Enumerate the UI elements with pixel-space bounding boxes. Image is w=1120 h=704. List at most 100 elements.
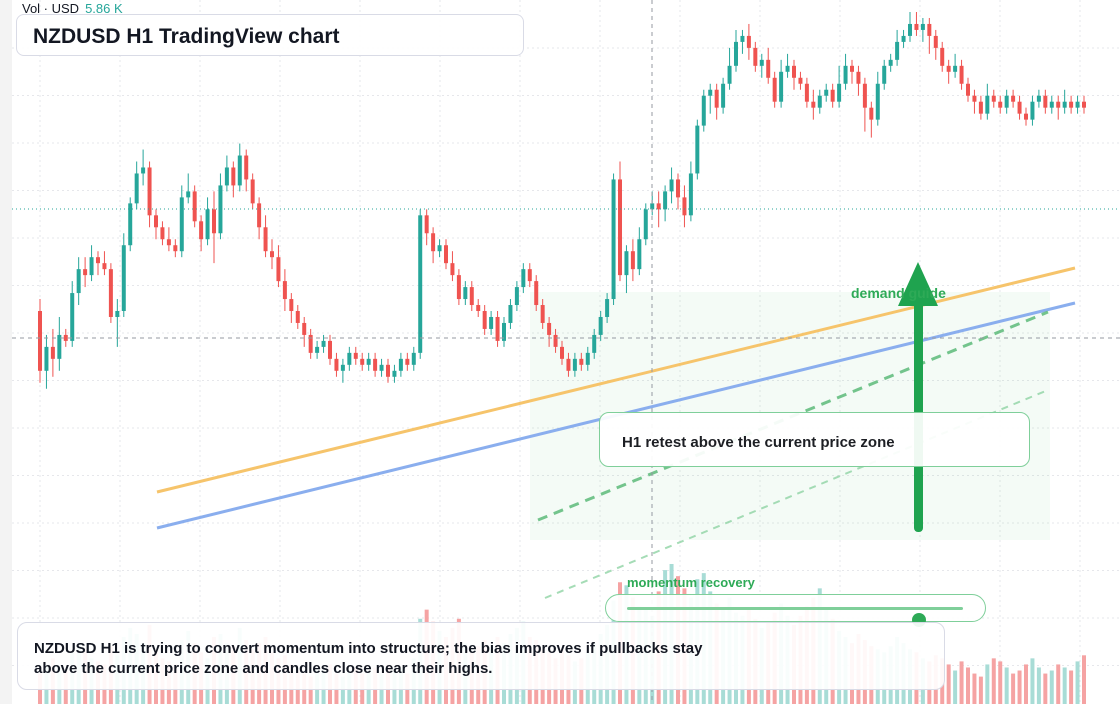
candle-body	[804, 83, 809, 102]
candle-body	[888, 59, 893, 66]
candle	[179, 185, 184, 258]
candle	[1011, 89, 1016, 108]
candle	[901, 29, 906, 48]
candle	[798, 71, 803, 90]
candle	[779, 59, 784, 108]
candle	[244, 149, 249, 192]
candle-body	[695, 125, 700, 174]
candle	[527, 263, 532, 288]
candle	[1036, 89, 1041, 108]
candle	[978, 95, 983, 120]
candle-body	[373, 358, 378, 371]
candle-body	[572, 358, 577, 371]
candle-body	[366, 358, 371, 365]
candle	[489, 311, 494, 335]
title-panel: NZDUSD H1 TradingView chart	[16, 14, 524, 56]
candle-body	[837, 83, 842, 102]
candle-body	[469, 287, 474, 306]
candle-body	[927, 23, 932, 36]
candle	[83, 257, 88, 288]
candle-body	[1017, 101, 1022, 114]
candle	[585, 346, 590, 371]
candle-body	[334, 358, 339, 371]
candle	[392, 364, 397, 383]
candle-body	[70, 293, 75, 341]
candle	[495, 311, 500, 347]
candle	[431, 227, 436, 264]
candle-body	[940, 47, 945, 66]
candle	[218, 173, 223, 240]
candle-body	[585, 352, 590, 365]
momentum-slider[interactable]	[605, 594, 986, 627]
momentum-slider-track[interactable]	[627, 607, 963, 627]
candle	[295, 305, 300, 329]
candle	[456, 269, 461, 306]
candle-body	[108, 269, 113, 317]
volume-bar	[985, 664, 990, 704]
candle-body	[418, 215, 423, 353]
candle	[817, 89, 822, 114]
candle	[792, 59, 796, 90]
candle	[701, 89, 706, 132]
candle	[856, 65, 861, 96]
candle	[695, 119, 700, 180]
candle	[804, 77, 809, 108]
candle-body	[1062, 101, 1067, 108]
candle-body	[766, 59, 771, 78]
candle-body	[978, 101, 983, 114]
candle	[991, 89, 996, 108]
volume-bar	[1049, 670, 1054, 704]
candle	[888, 53, 893, 72]
candle	[405, 352, 410, 371]
candle	[1043, 89, 1048, 114]
candle	[837, 65, 842, 108]
candle-body	[1011, 95, 1016, 102]
candle-body	[991, 95, 996, 102]
candle	[998, 95, 1003, 114]
candle-body	[121, 245, 126, 311]
volume-bar	[966, 667, 970, 704]
candle	[282, 269, 287, 311]
candle-body	[282, 281, 287, 300]
candle	[50, 328, 55, 377]
candle-body	[431, 233, 436, 252]
candle	[592, 328, 597, 359]
candle	[611, 173, 616, 306]
candle-body	[444, 245, 448, 264]
candle	[908, 12, 912, 42]
candle-body	[328, 340, 332, 359]
candle	[972, 89, 977, 114]
candle-body	[360, 358, 365, 365]
candle-body	[753, 47, 758, 66]
candle	[57, 316, 62, 371]
candle-body	[1036, 95, 1041, 102]
candle	[759, 53, 764, 78]
candle	[476, 299, 481, 317]
candle-body	[553, 334, 558, 347]
candle	[482, 305, 487, 335]
candle-body	[270, 251, 274, 258]
candle-body	[405, 358, 410, 365]
candle-body	[618, 179, 622, 276]
candle	[933, 29, 938, 60]
volume-bar	[1024, 664, 1028, 704]
candle-body	[998, 101, 1003, 108]
candle-body	[850, 65, 854, 72]
candle-body	[901, 35, 906, 42]
candle-body	[353, 352, 358, 359]
candle	[199, 215, 204, 252]
candle	[424, 209, 429, 246]
candle	[1082, 95, 1086, 114]
candle	[154, 209, 158, 240]
candle-body	[830, 89, 835, 102]
candle	[141, 149, 146, 186]
volume-bar	[1082, 655, 1086, 704]
candle-body	[824, 89, 829, 96]
retest-callout-text: H1 retest above the current price zone	[622, 434, 895, 451]
candle	[862, 77, 867, 132]
candle	[263, 215, 268, 258]
candle-body	[630, 251, 635, 270]
candle-body	[224, 167, 229, 186]
candle	[444, 239, 448, 270]
candle	[437, 239, 442, 258]
